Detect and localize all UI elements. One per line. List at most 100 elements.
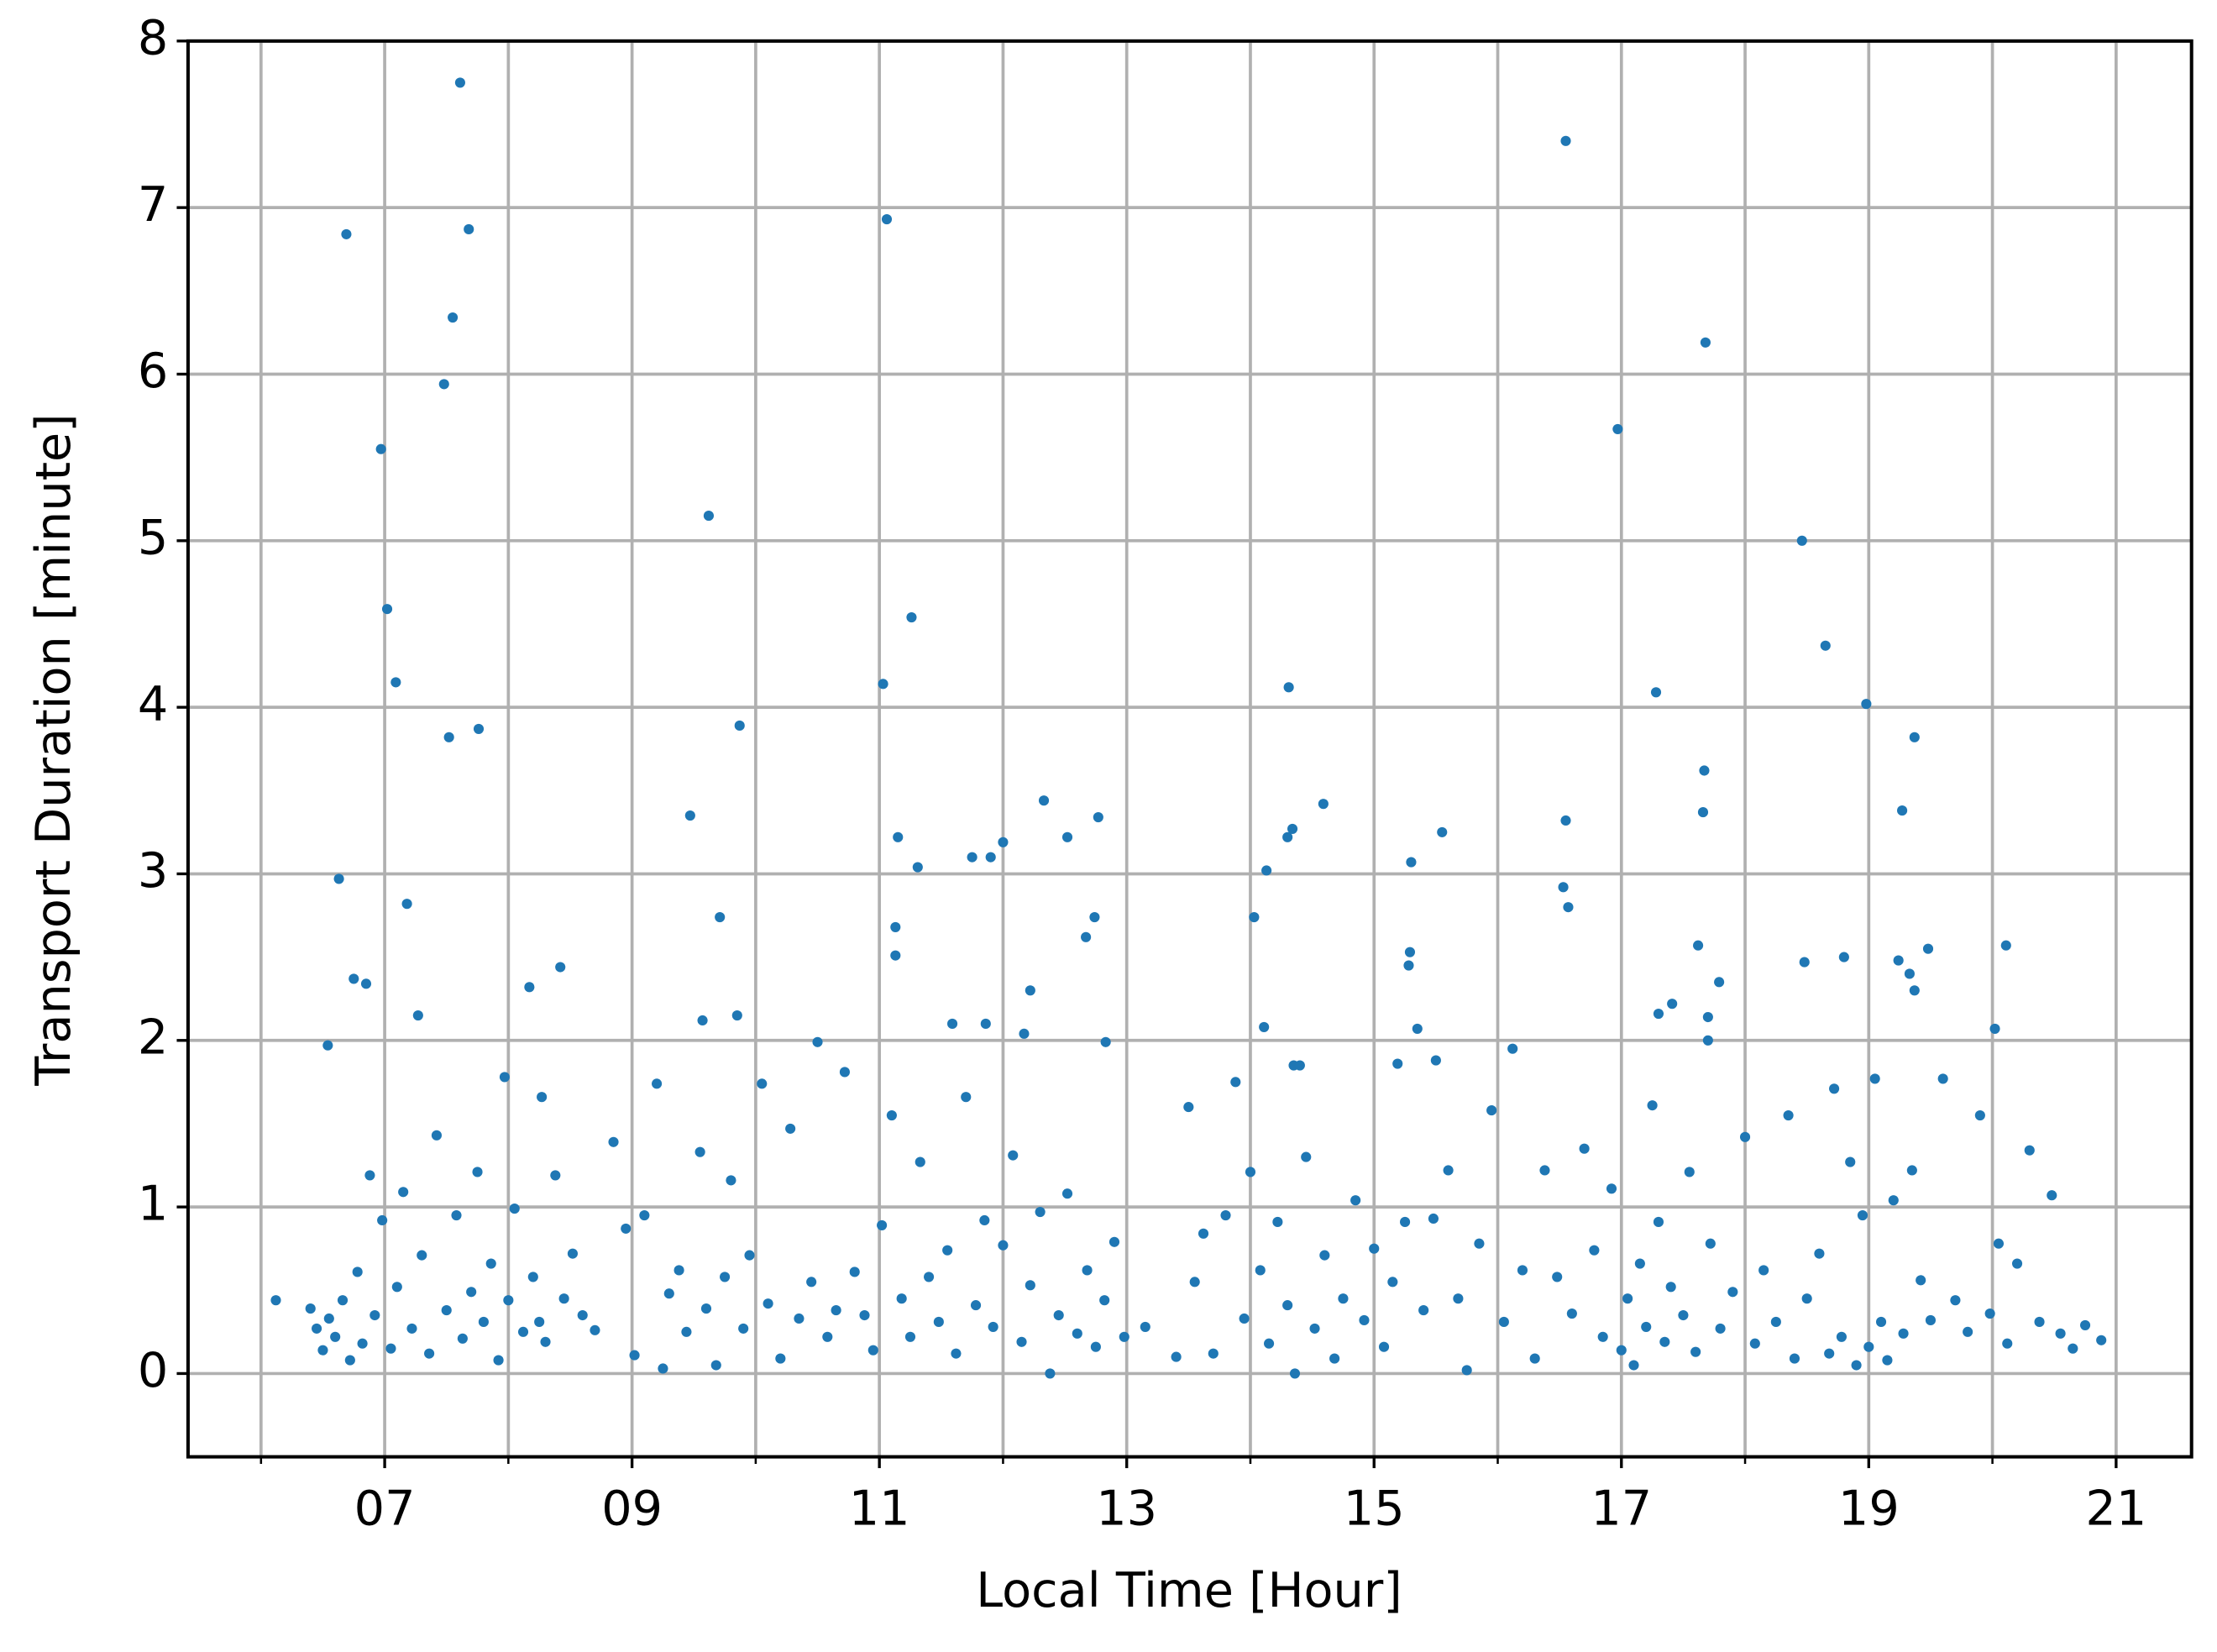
point bbox=[1838, 952, 1849, 962]
point bbox=[1418, 1305, 1429, 1316]
point bbox=[1700, 337, 1711, 348]
point bbox=[1359, 1314, 1370, 1326]
point bbox=[1283, 682, 1294, 693]
point bbox=[1824, 1348, 1835, 1359]
point bbox=[1916, 1275, 1926, 1286]
point bbox=[890, 950, 901, 961]
point bbox=[906, 611, 917, 623]
point bbox=[1403, 960, 1414, 971]
point bbox=[1072, 1328, 1082, 1339]
point bbox=[1861, 699, 1872, 710]
point bbox=[1198, 1228, 1209, 1239]
point bbox=[1100, 1036, 1111, 1047]
point bbox=[878, 679, 888, 690]
point bbox=[946, 1018, 958, 1030]
point bbox=[1739, 1131, 1751, 1142]
point bbox=[1430, 1055, 1441, 1066]
y-tick-label: 7 bbox=[138, 176, 168, 233]
point bbox=[988, 1321, 998, 1332]
point bbox=[1282, 1300, 1293, 1311]
point bbox=[720, 1272, 731, 1282]
point bbox=[1647, 1100, 1658, 1111]
point bbox=[493, 1355, 504, 1366]
point bbox=[658, 1363, 668, 1374]
point bbox=[738, 1323, 749, 1334]
y-tick-label: 1 bbox=[138, 1176, 168, 1232]
point bbox=[457, 1333, 468, 1344]
point bbox=[1008, 1150, 1019, 1161]
point bbox=[621, 1223, 632, 1234]
point bbox=[558, 1293, 569, 1304]
point bbox=[412, 1010, 423, 1021]
point bbox=[2002, 1338, 2013, 1349]
point bbox=[734, 720, 745, 732]
point bbox=[1272, 1216, 1283, 1228]
point bbox=[924, 1272, 935, 1282]
point bbox=[478, 1316, 489, 1328]
x-axis-label: Local Time [Hour] bbox=[976, 1562, 1402, 1618]
point bbox=[1369, 1243, 1380, 1254]
point bbox=[1249, 911, 1260, 923]
point bbox=[1350, 1195, 1361, 1206]
point bbox=[967, 852, 977, 863]
y-tick-label: 5 bbox=[138, 509, 168, 565]
point bbox=[2034, 1316, 2045, 1328]
point bbox=[1770, 1316, 1781, 1328]
point bbox=[1863, 1341, 1874, 1352]
x-tick-label: 07 bbox=[354, 1480, 416, 1536]
point bbox=[1566, 1308, 1577, 1319]
y-axis-label: Transport Duration [minute] bbox=[25, 413, 81, 1086]
point bbox=[1909, 732, 1920, 742]
point bbox=[663, 1288, 674, 1299]
point bbox=[1392, 1058, 1403, 1069]
point bbox=[377, 1214, 388, 1226]
point bbox=[1937, 1073, 1948, 1084]
point bbox=[1690, 1346, 1701, 1357]
point bbox=[710, 1360, 721, 1371]
point bbox=[1857, 1209, 1868, 1221]
point bbox=[417, 1250, 427, 1261]
point bbox=[270, 1295, 281, 1306]
point bbox=[1989, 1023, 2000, 1034]
y-tick-label: 8 bbox=[138, 9, 168, 66]
point bbox=[2096, 1335, 2107, 1345]
point bbox=[639, 1209, 650, 1221]
point bbox=[979, 1214, 990, 1226]
point bbox=[1301, 1151, 1312, 1162]
point bbox=[1702, 1035, 1713, 1046]
point bbox=[1727, 1287, 1738, 1298]
point bbox=[1461, 1365, 1472, 1376]
point bbox=[1025, 985, 1035, 996]
point bbox=[1261, 865, 1272, 876]
point bbox=[485, 1258, 496, 1269]
point bbox=[2000, 940, 2011, 951]
point bbox=[1922, 943, 1934, 954]
point bbox=[1697, 807, 1709, 818]
point bbox=[877, 1219, 888, 1230]
point bbox=[1612, 423, 1623, 434]
point bbox=[1984, 1308, 1995, 1319]
point bbox=[1404, 947, 1416, 957]
point bbox=[1208, 1348, 1219, 1359]
point bbox=[567, 1248, 578, 1259]
point bbox=[364, 1170, 375, 1181]
point bbox=[1038, 795, 1050, 806]
point bbox=[1715, 1323, 1726, 1334]
point bbox=[1641, 1321, 1652, 1332]
point bbox=[812, 1036, 823, 1047]
point bbox=[652, 1078, 663, 1089]
point bbox=[375, 443, 386, 454]
point bbox=[608, 1136, 619, 1147]
point bbox=[1749, 1338, 1760, 1349]
point bbox=[1529, 1353, 1540, 1364]
point bbox=[1329, 1353, 1340, 1364]
point bbox=[731, 1010, 742, 1021]
point bbox=[1814, 1248, 1825, 1259]
point bbox=[684, 810, 695, 821]
point bbox=[1925, 1314, 1937, 1326]
point bbox=[1437, 826, 1448, 837]
point bbox=[1799, 957, 1810, 968]
point bbox=[1950, 1295, 1961, 1306]
point bbox=[673, 1265, 684, 1276]
